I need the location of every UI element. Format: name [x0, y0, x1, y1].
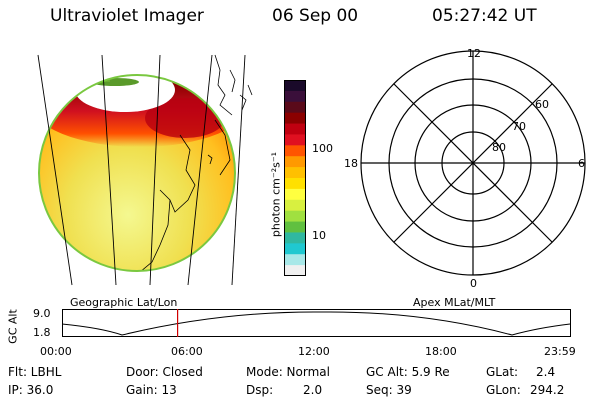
- colorbar-segment: [284, 167, 306, 179]
- colorbar-segment: [284, 199, 306, 212]
- mlt-6-label: 6: [578, 157, 585, 170]
- colorbar-segment: [284, 254, 306, 266]
- orbit-ymin-label: 1.8: [33, 326, 51, 339]
- orbit-xtick-label: 12:00: [298, 345, 330, 358]
- mlt-0-label: 0: [470, 277, 477, 290]
- colorbar-border: [284, 80, 306, 276]
- orbit-ylabel: GC Alt: [6, 309, 20, 344]
- geographic-grid: [37, 54, 246, 286]
- colorbar-segment: [284, 123, 306, 136]
- geographic-projection-label: Geographic Lat/Lon: [70, 296, 178, 309]
- glat-value: 2.4: [536, 365, 556, 379]
- polar-cap: [75, 75, 175, 112]
- sequence-number: Seq: 39: [366, 383, 412, 397]
- colorbar-segment: [284, 156, 306, 168]
- colorbar-segment: [284, 232, 306, 244]
- colorbar-segment: [284, 101, 306, 114]
- mlat-70-label: 70: [512, 120, 526, 133]
- colorbar-segment: [284, 210, 306, 223]
- mlat-60-label: 60: [535, 98, 549, 111]
- time-label: 05:27:42 UT: [432, 6, 537, 26]
- date-label: 06 Sep 00: [272, 6, 359, 26]
- colorbar-segment: [284, 134, 306, 146]
- orbit-xtick-label: 06:00: [171, 345, 203, 358]
- mlt-12-label: 12: [467, 47, 481, 60]
- mlt-18-label: 18: [344, 157, 358, 170]
- colorbar-segment: [284, 90, 306, 103]
- colorbar-tick-10: 10: [312, 229, 326, 242]
- glat-label: GLat:: [486, 365, 519, 379]
- filter-label: Flt: LBHL: [8, 365, 62, 379]
- dsp-value: 2.0: [303, 383, 323, 397]
- auroral-image: [37, 54, 253, 286]
- orbit-xtick-label: 00:00: [40, 345, 72, 358]
- colorbar-segment: [284, 221, 306, 234]
- colorbar-segment: [284, 265, 306, 276]
- colorbar-segment: [284, 80, 306, 92]
- gain-value: Gain: 13: [126, 383, 177, 397]
- polar-plot: [360, 50, 586, 276]
- colorbar-segment: [284, 112, 306, 125]
- mode-status: Mode: Normal: [246, 365, 330, 379]
- ip-value: IP: 36.0: [8, 383, 54, 397]
- glon-label: GLon:: [486, 383, 521, 397]
- door-status: Door: Closed: [126, 365, 203, 379]
- gc-altitude: GC Alt: 5.9 Re: [366, 365, 450, 379]
- dsp-label: Dsp:: [246, 383, 274, 397]
- colorbar-segment: [284, 188, 306, 201]
- orbit-xtick-label: 23:59: [544, 345, 576, 358]
- coastlines: [207, 54, 253, 165]
- colorbar-segment: [284, 145, 306, 157]
- mlat-80-label: 80: [492, 141, 506, 154]
- colorbar-tick-100: 100: [312, 142, 333, 155]
- colorbar-segment: [284, 178, 306, 190]
- colorbar-segment: [284, 243, 306, 255]
- glon-value: 294.2: [530, 383, 565, 397]
- colorbar-unit-label: photon cm⁻²s⁻¹: [269, 151, 283, 238]
- apex-projection-label: Apex MLat/MLT: [413, 296, 496, 309]
- colorbar: [284, 80, 306, 276]
- app-title: Ultraviolet Imager: [50, 6, 204, 26]
- globe-disk: [39, 75, 235, 271]
- orbit-xtick-label: 18:00: [425, 345, 457, 358]
- orbit-ymax-label: 9.0: [33, 307, 51, 320]
- orbit-altitude-plot: [62, 309, 571, 337]
